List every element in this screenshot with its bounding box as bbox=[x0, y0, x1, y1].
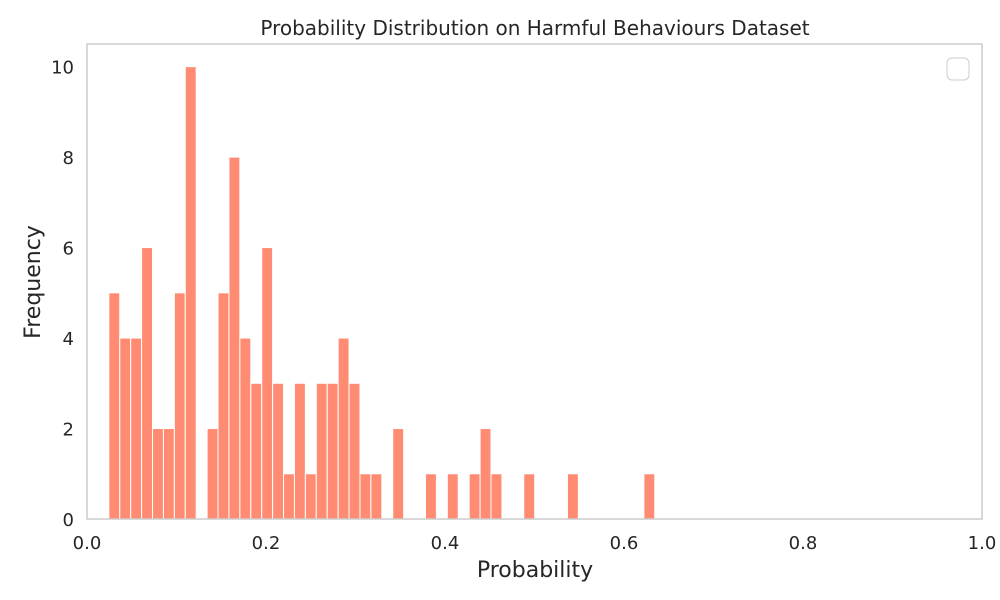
histogram-bar bbox=[206, 428, 219, 520]
histogram-bar bbox=[184, 66, 197, 520]
histogram-bar bbox=[348, 382, 361, 520]
y-axis-label: Frequency bbox=[21, 225, 46, 339]
x-tick-label: 0.4 bbox=[431, 533, 460, 554]
chart-title: Probability Distribution on Harmful Beha… bbox=[260, 16, 809, 40]
y-tick-label: 10 bbox=[51, 58, 74, 79]
histogram-bar bbox=[152, 428, 164, 520]
y-tick-label: 8 bbox=[63, 148, 74, 169]
y-tick-label: 0 bbox=[63, 510, 74, 531]
histogram-bar bbox=[479, 428, 492, 520]
histogram-bar bbox=[173, 292, 186, 520]
axes-frame bbox=[86, 43, 983, 520]
histogram-bar bbox=[468, 473, 481, 520]
histogram-bar bbox=[490, 473, 503, 520]
histogram-bar bbox=[359, 473, 372, 520]
x-axis-label: Probability bbox=[477, 558, 593, 583]
histogram-bar bbox=[370, 473, 383, 520]
x-tick-label: 0.8 bbox=[789, 533, 818, 554]
histogram-bar bbox=[293, 382, 306, 520]
histogram-bar bbox=[108, 292, 121, 520]
histogram-bar bbox=[566, 473, 579, 520]
histogram-bar bbox=[141, 247, 154, 520]
legend-box bbox=[946, 57, 970, 81]
histogram-bar bbox=[119, 337, 132, 520]
y-tick-label: 6 bbox=[63, 239, 74, 260]
histogram-bar bbox=[239, 337, 252, 520]
x-tick-label: 1.0 bbox=[968, 533, 997, 554]
histogram-bar bbox=[130, 337, 143, 520]
histogram-bar bbox=[217, 292, 230, 520]
axes-spines bbox=[86, 43, 983, 520]
x-tick-labels: 0.0 0.2 0.4 0.6 0.8 1.0 bbox=[73, 533, 997, 554]
histogram-bar bbox=[446, 473, 459, 520]
histogram-bar bbox=[228, 156, 241, 520]
histogram-bar bbox=[315, 382, 328, 520]
histogram-bar bbox=[392, 428, 405, 520]
x-tick-label: 0.0 bbox=[73, 533, 102, 554]
x-tick-label: 0.2 bbox=[252, 533, 281, 554]
histogram-bar bbox=[261, 247, 274, 520]
histogram-bar bbox=[272, 382, 285, 520]
y-tick-label: 4 bbox=[63, 329, 74, 350]
histogram-bar bbox=[283, 473, 295, 520]
y-tick-label: 2 bbox=[63, 420, 74, 441]
histogram-bar bbox=[304, 473, 317, 520]
y-tick-labels: 0 2 4 6 8 10 bbox=[51, 58, 74, 531]
histogram-bar bbox=[337, 337, 350, 520]
histogram-bar bbox=[424, 473, 437, 520]
histogram-bar bbox=[643, 473, 656, 520]
x-tick-label: 0.6 bbox=[610, 533, 639, 554]
histogram-bar bbox=[250, 382, 263, 520]
histogram-bar bbox=[523, 473, 536, 520]
histogram-bar bbox=[326, 382, 339, 520]
histogram-bar bbox=[162, 428, 175, 520]
